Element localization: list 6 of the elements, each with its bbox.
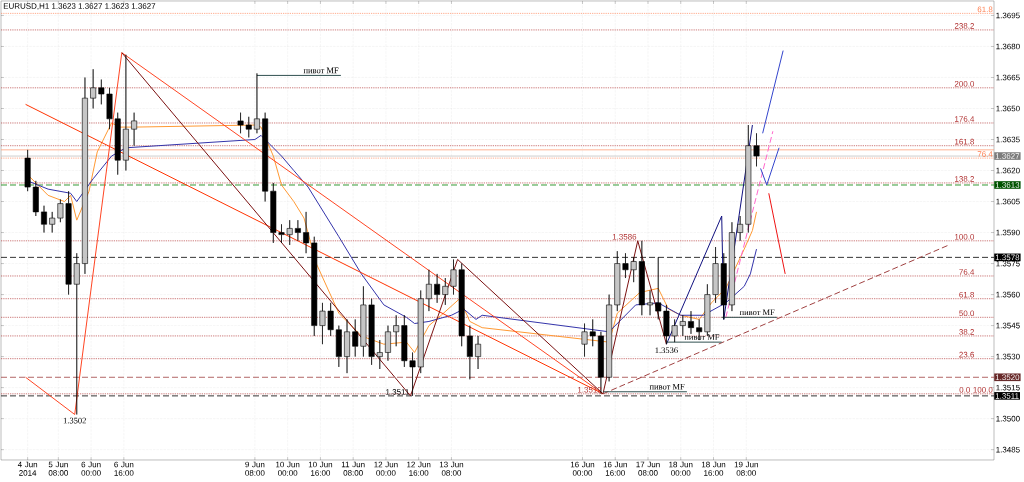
annotation: 1.3502 bbox=[63, 417, 86, 424]
annotation: пивот MF bbox=[649, 383, 685, 390]
annotation: пивот MF bbox=[684, 334, 720, 340]
annotation: 1.3536 bbox=[655, 347, 678, 354]
annotation: пивот MF bbox=[303, 67, 339, 74]
annotation: пивот MF bbox=[739, 309, 775, 316]
